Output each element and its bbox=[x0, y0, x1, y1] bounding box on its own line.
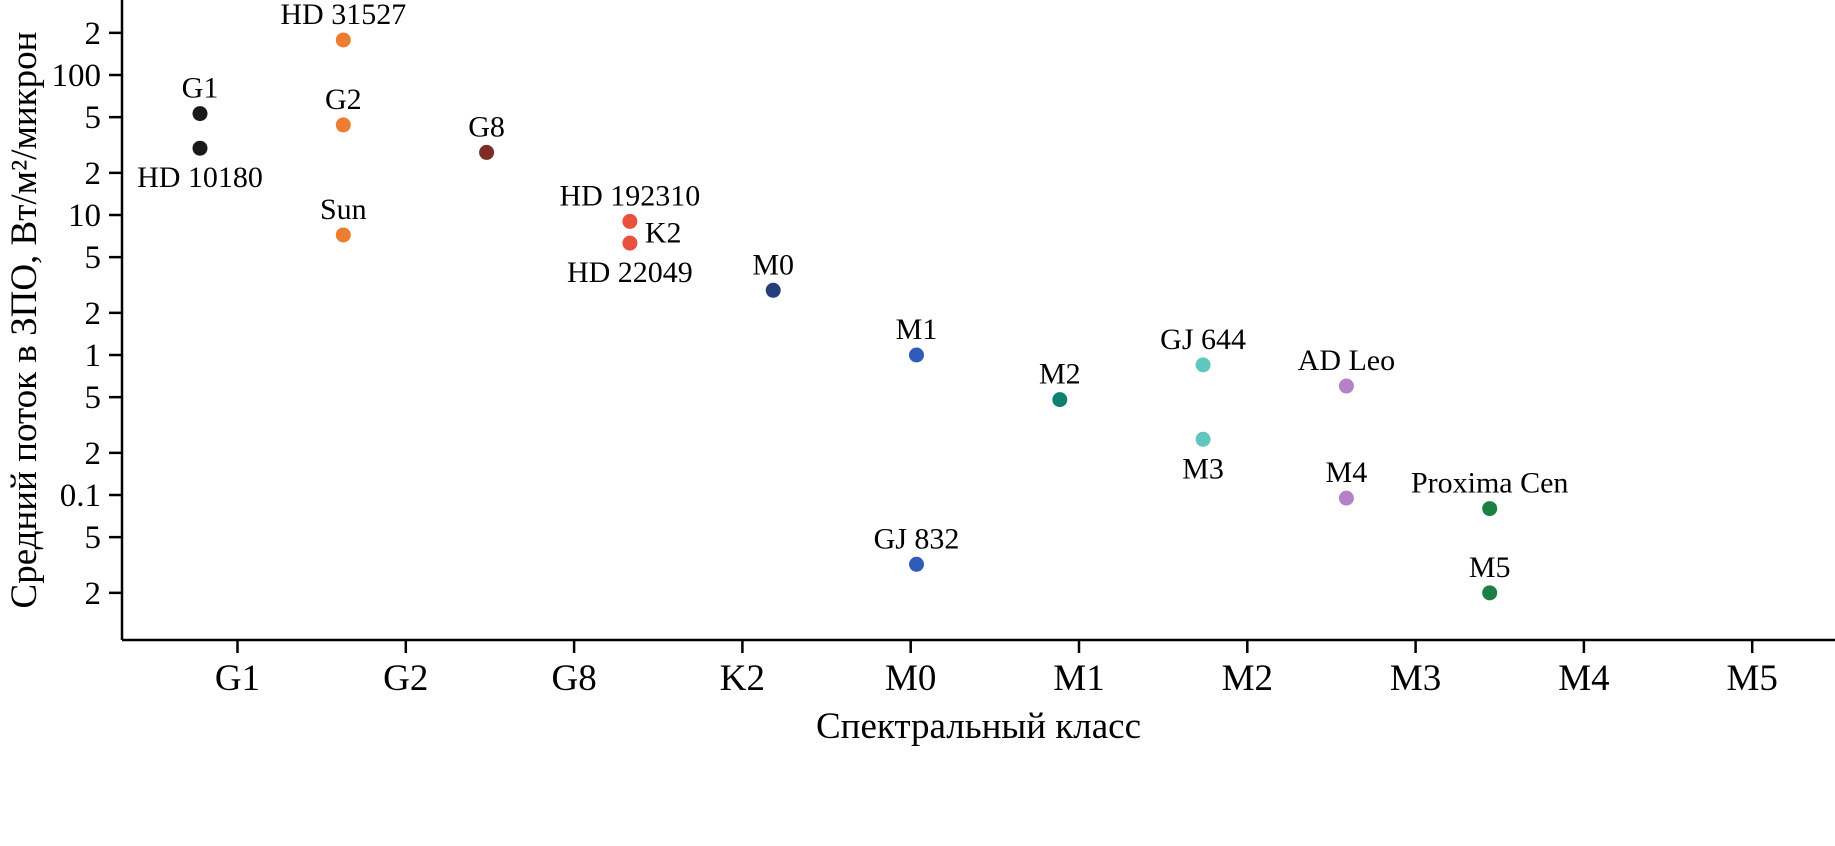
y-tick-label: 5 bbox=[85, 520, 102, 556]
data-point[interactable] bbox=[1482, 585, 1498, 601]
point-label: M2 bbox=[1039, 358, 1081, 391]
data-point[interactable] bbox=[479, 144, 495, 160]
y-tick-label: 2 bbox=[85, 436, 102, 472]
point-label: HD 22049 bbox=[567, 256, 693, 289]
data-point[interactable] bbox=[335, 227, 351, 243]
point-label: G1 bbox=[182, 72, 219, 105]
point-label: G2 bbox=[325, 83, 362, 116]
data-point[interactable] bbox=[765, 282, 781, 298]
point-label: AD Leo bbox=[1298, 344, 1395, 377]
x-tick-label: G2 bbox=[383, 658, 428, 699]
point-label: K2 bbox=[645, 217, 682, 250]
point-label: Proxima Cen bbox=[1411, 467, 1569, 500]
y-tick-label: 1 bbox=[85, 338, 102, 374]
data-point[interactable] bbox=[192, 106, 208, 122]
point-label: M0 bbox=[752, 248, 794, 281]
x-tick-label: G8 bbox=[551, 658, 596, 699]
x-tick-label: M2 bbox=[1222, 658, 1273, 699]
point-label: GJ 832 bbox=[874, 522, 960, 555]
y-tick-label: 5 bbox=[85, 100, 102, 136]
x-tick-label: M3 bbox=[1390, 658, 1441, 699]
point-label: G8 bbox=[468, 110, 505, 143]
y-tick-label: 10 bbox=[68, 198, 101, 234]
x-axis-title: Спектральный класс bbox=[816, 706, 1141, 747]
data-point[interactable] bbox=[335, 117, 351, 133]
y-tick-label: 5 bbox=[85, 380, 102, 416]
point-label: M4 bbox=[1326, 456, 1368, 489]
y-tick-label: 2 bbox=[85, 16, 102, 52]
data-point[interactable] bbox=[622, 235, 638, 251]
point-label: HD 10180 bbox=[137, 161, 263, 194]
data-point[interactable] bbox=[909, 347, 924, 363]
data-point[interactable] bbox=[1338, 378, 1354, 394]
data-point[interactable] bbox=[1052, 392, 1068, 408]
y-tick-label: 100 bbox=[52, 58, 102, 94]
y-tick-label: 2 bbox=[85, 296, 102, 332]
point-label: GJ 644 bbox=[1160, 323, 1246, 356]
y-tick-label: 5 bbox=[85, 240, 102, 276]
point-label: M1 bbox=[896, 313, 938, 346]
x-tick-label: M1 bbox=[1053, 658, 1104, 699]
x-tick-label: G1 bbox=[215, 658, 260, 699]
x-tick-label: K2 bbox=[720, 658, 765, 699]
x-tick-label: M4 bbox=[1558, 658, 1609, 699]
x-tick-label: M5 bbox=[1726, 658, 1777, 699]
y-tick-label: 2 bbox=[85, 576, 102, 612]
point-label: HD 192310 bbox=[559, 179, 700, 212]
data-point[interactable] bbox=[1482, 501, 1498, 517]
point-label: HD 31527 bbox=[280, 0, 406, 31]
point-label: Sun bbox=[320, 193, 367, 226]
data-point[interactable] bbox=[335, 32, 351, 48]
y-tick-label: 2 bbox=[85, 156, 102, 192]
point-label: M5 bbox=[1469, 551, 1511, 584]
data-point[interactable] bbox=[1195, 431, 1211, 447]
data-point[interactable] bbox=[622, 213, 638, 229]
point-label: M3 bbox=[1182, 452, 1224, 485]
data-point[interactable] bbox=[1195, 357, 1211, 373]
data-point[interactable] bbox=[909, 556, 924, 572]
y-tick-label: 0.1 bbox=[60, 478, 101, 514]
x-tick-label: M0 bbox=[885, 658, 936, 699]
data-point[interactable] bbox=[1338, 490, 1354, 506]
y-axis-title: Средний поток в ЗПО, Вт/м²/микрон bbox=[4, 32, 45, 609]
data-point[interactable] bbox=[192, 140, 208, 156]
